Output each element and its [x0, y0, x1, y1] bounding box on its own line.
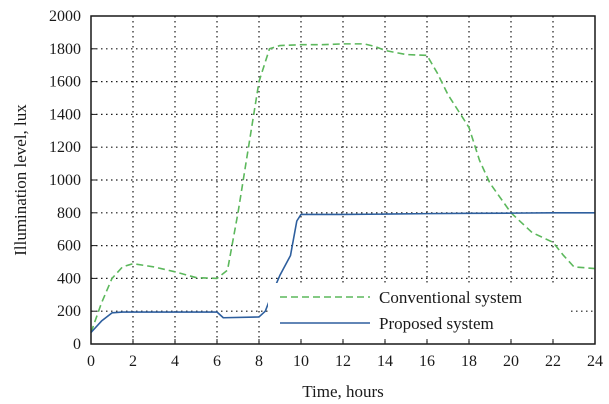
x-tick-label: 20	[503, 353, 519, 370]
legend-background	[268, 283, 568, 339]
y-tick-label: 0	[73, 336, 81, 353]
series-line-conventional	[90, 43, 596, 333]
x-tick-label: 6	[213, 353, 221, 370]
y-tick-label: 1000	[49, 172, 81, 189]
y-axis-title: Illumination level, lux	[11, 104, 30, 256]
legend-label-proposed: Proposed system	[379, 314, 494, 333]
x-tick-label: 0	[87, 353, 95, 370]
y-tick-label: 600	[57, 238, 81, 255]
y-tick-label: 1600	[49, 74, 81, 91]
x-axis-title: Time, hours	[302, 382, 384, 401]
x-tick-label: 4	[171, 353, 179, 370]
x-tick-label: 8	[255, 353, 263, 370]
x-axis: 0 2 4 6 8 10 12 14 16 18 20 22 24	[87, 339, 603, 370]
y-tick-label: 1200	[49, 139, 81, 156]
x-tick-label: 2	[129, 353, 137, 370]
y-tick-label: 1800	[49, 41, 81, 58]
x-tick-label: 14	[377, 353, 393, 370]
y-tick-label: 400	[57, 270, 81, 287]
y-tick-label: 1400	[49, 106, 81, 123]
x-tick-label: 24	[587, 353, 603, 370]
x-tick-label: 10	[293, 353, 309, 370]
y-tick-label: 2000	[49, 8, 81, 25]
x-tick-label: 22	[545, 353, 561, 370]
x-tick-label: 12	[335, 353, 351, 370]
legend-label-conventional: Conventional system	[379, 288, 522, 307]
plot-frame	[90, 15, 596, 345]
legend: Conventional system Proposed system	[268, 283, 568, 339]
y-tick-label: 800	[57, 205, 81, 222]
x-tick-label: 16	[419, 353, 435, 370]
y-axis: 0 200 400 600 800 1000 1200 1400 1600 1800 2000	[49, 8, 96, 353]
y-tick-label: 200	[57, 303, 81, 320]
x-tick-label: 18	[461, 353, 477, 370]
